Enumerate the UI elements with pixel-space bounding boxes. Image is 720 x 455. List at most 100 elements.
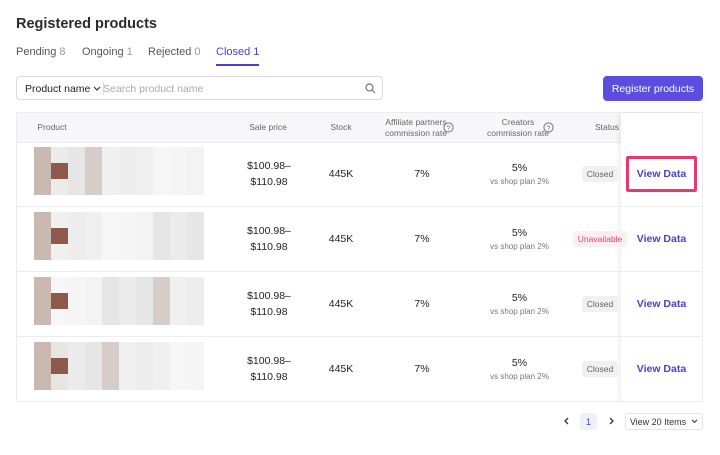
pixel bbox=[51, 293, 68, 309]
pixel bbox=[136, 342, 153, 358]
pixel bbox=[187, 293, 204, 309]
info-icon[interactable]: ? bbox=[443, 122, 454, 133]
action-cell: View Data bbox=[621, 272, 702, 336]
pixel bbox=[170, 374, 187, 390]
pixel bbox=[119, 163, 136, 179]
view-data-link[interactable]: View Data bbox=[636, 363, 687, 375]
field-label: Product name bbox=[25, 83, 91, 95]
pixel bbox=[187, 179, 204, 195]
prev-page[interactable] bbox=[563, 417, 571, 425]
status-badge: Closed bbox=[581, 361, 619, 377]
action-cell: View Data bbox=[621, 207, 702, 271]
action-cell: View Data bbox=[621, 337, 702, 401]
pixel bbox=[68, 244, 85, 260]
search-input[interactable]: Search product name bbox=[103, 83, 204, 95]
next-page[interactable] bbox=[607, 417, 615, 425]
table-row: $100.98–$110.98 445K 7% 5% vs shop plan 2% Un… bbox=[17, 207, 702, 272]
info-icon[interactable]: ? bbox=[543, 122, 554, 133]
register-button[interactable]: Register products bbox=[603, 76, 703, 101]
pixel bbox=[34, 342, 51, 358]
search-icon bbox=[365, 83, 376, 94]
tab[interactable]: Pending 8 bbox=[16, 46, 66, 58]
pixel bbox=[187, 277, 204, 293]
pixel bbox=[68, 228, 85, 244]
status-cell: Closed bbox=[565, 142, 635, 206]
tab[interactable]: Rejected 0 bbox=[148, 46, 201, 58]
affiliate-rate: 7% bbox=[414, 233, 430, 245]
pixel bbox=[85, 147, 102, 163]
tab-count: 8 bbox=[59, 46, 66, 58]
pixel bbox=[34, 244, 51, 260]
product-thumbnail-blurred bbox=[34, 212, 204, 260]
pixel bbox=[187, 374, 204, 390]
pixel bbox=[68, 212, 85, 228]
status-badge: Closed bbox=[581, 296, 619, 312]
pixel bbox=[170, 309, 187, 325]
tab[interactable]: Closed 1 bbox=[216, 46, 259, 58]
view-data-link[interactable]: View Data bbox=[636, 298, 687, 310]
pixel bbox=[170, 228, 187, 244]
action-cell: View Data bbox=[621, 142, 702, 206]
pixel bbox=[187, 163, 204, 179]
view-data-link[interactable]: View Data bbox=[625, 156, 698, 192]
action-column: View Data View Data View Data View Data bbox=[621, 113, 702, 401]
pixel bbox=[34, 358, 51, 374]
creator-rate-cell: 5% vs shop plan 2% bbox=[472, 207, 567, 271]
pixel bbox=[51, 309, 68, 325]
tab-label: Ongoing bbox=[82, 46, 124, 58]
tab[interactable]: Ongoing 1 bbox=[82, 46, 133, 58]
pixel bbox=[102, 228, 119, 244]
pixel bbox=[170, 342, 187, 358]
field-select[interactable]: Product name bbox=[25, 83, 101, 95]
svg-text:?: ? bbox=[547, 125, 551, 132]
pixel bbox=[68, 358, 85, 374]
pixel bbox=[136, 163, 153, 179]
pixel bbox=[51, 358, 68, 374]
pixel bbox=[153, 358, 170, 374]
creator-rate-cell: 5% vs shop plan 2% bbox=[472, 142, 567, 206]
pixel bbox=[153, 342, 170, 358]
pixel bbox=[85, 228, 102, 244]
search-bar[interactable]: Product name Search product name bbox=[16, 76, 383, 100]
pixel bbox=[102, 374, 119, 390]
pixel bbox=[119, 293, 136, 309]
pixel bbox=[85, 342, 102, 358]
column-header: Affiliate partners commission rate bbox=[385, 116, 447, 138]
svg-text:?: ? bbox=[447, 125, 451, 132]
current-page[interactable]: 1 bbox=[580, 413, 597, 430]
status-badge: Closed bbox=[581, 166, 619, 182]
tab-count: 1 bbox=[126, 46, 133, 58]
pixel bbox=[51, 147, 68, 163]
pixel bbox=[170, 147, 187, 163]
tab-label: Rejected bbox=[148, 46, 192, 58]
pixel bbox=[102, 277, 119, 293]
pixel bbox=[136, 374, 153, 390]
page-size-select[interactable]: View 20 Items bbox=[625, 413, 703, 430]
view-data-link[interactable]: View Data bbox=[636, 233, 687, 245]
pixel bbox=[136, 147, 153, 163]
pixel bbox=[119, 244, 136, 260]
pixel bbox=[187, 228, 204, 244]
pixel bbox=[170, 179, 187, 195]
pixel bbox=[119, 358, 136, 374]
pixel bbox=[68, 309, 85, 325]
pixel bbox=[85, 358, 102, 374]
creator-rate: 5% bbox=[511, 227, 528, 239]
pixel bbox=[34, 212, 51, 228]
status-cell: Closed bbox=[565, 272, 635, 336]
column-header: Creators commission rate bbox=[487, 116, 549, 138]
pixel bbox=[85, 212, 102, 228]
pixel bbox=[119, 374, 136, 390]
pixel bbox=[153, 277, 170, 293]
pixel bbox=[51, 244, 68, 260]
product-thumbnail-blurred bbox=[34, 342, 204, 390]
pixel bbox=[34, 309, 51, 325]
affiliate-rate: 7% bbox=[414, 363, 430, 375]
creator-rate: 5% bbox=[511, 357, 528, 369]
pixel bbox=[119, 309, 136, 325]
status-cell: Unavailable bbox=[565, 207, 635, 271]
tab-count: 0 bbox=[194, 46, 201, 58]
pixel bbox=[68, 342, 85, 358]
pixel bbox=[119, 228, 136, 244]
